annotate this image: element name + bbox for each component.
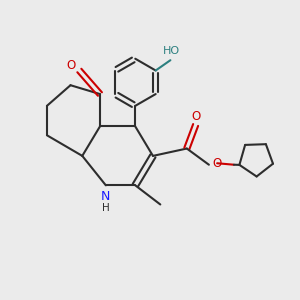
Text: H: H — [102, 203, 110, 213]
Text: O: O — [67, 59, 76, 72]
Text: O: O — [212, 157, 222, 170]
Text: HO: HO — [163, 46, 180, 56]
Text: N: N — [101, 190, 110, 203]
Text: O: O — [191, 110, 200, 123]
